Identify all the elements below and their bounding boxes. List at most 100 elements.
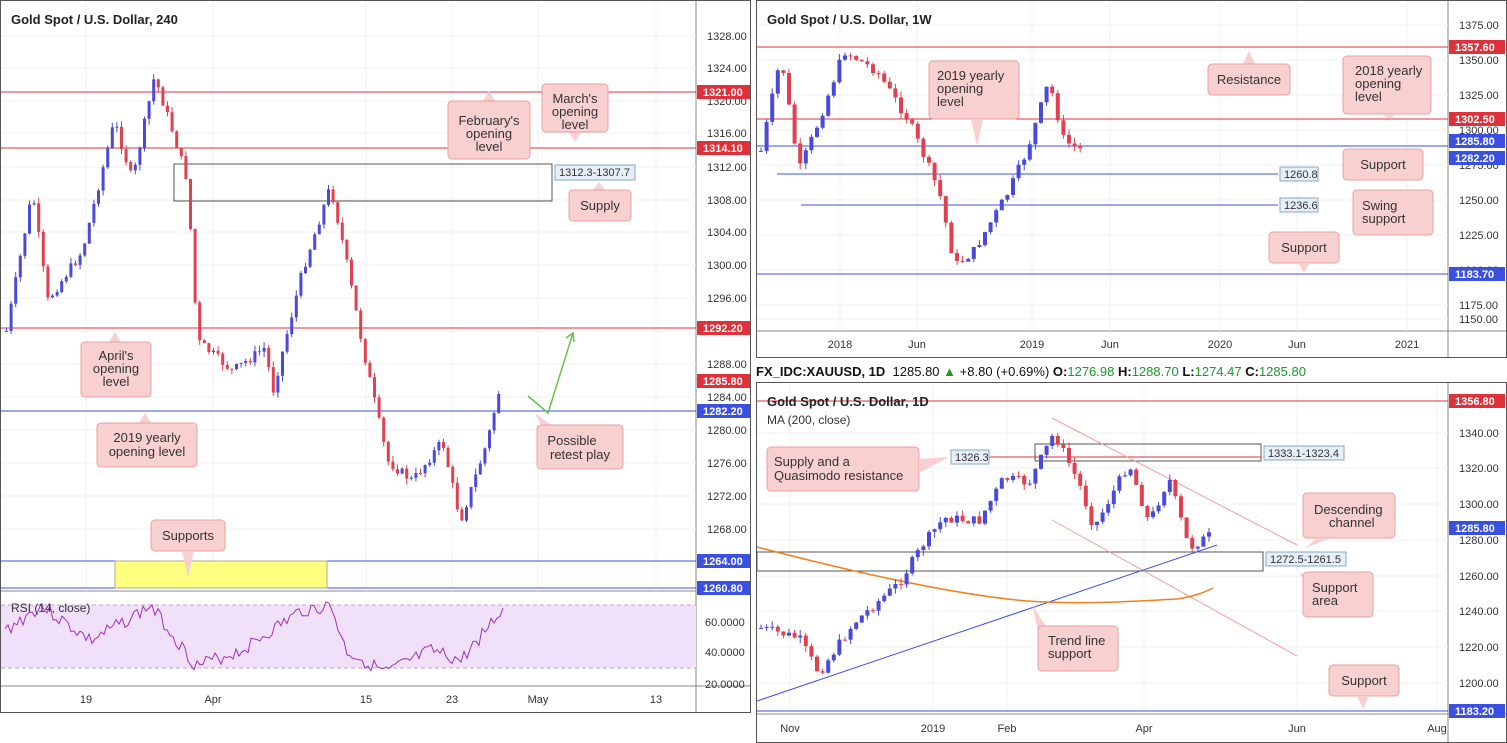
h4-date-tick: 23 xyxy=(446,694,458,706)
candle-body xyxy=(317,224,321,235)
candle-body xyxy=(932,529,937,532)
w1-price-tick: 1325.00 xyxy=(1459,90,1499,102)
candle-body xyxy=(1005,194,1010,200)
candle-body xyxy=(225,364,229,369)
candle-body xyxy=(244,360,248,363)
candle-body xyxy=(124,149,128,163)
d1-date-tick: Feb xyxy=(998,723,1017,735)
d1-label-1326: 1326.3 xyxy=(955,452,989,464)
candle-body xyxy=(74,263,77,265)
h4-date-tick: 13 xyxy=(650,694,662,706)
w1-chart-panel[interactable]: 1260.8 1236.6 2019 yearly opening level … xyxy=(756,0,1507,358)
candle-body xyxy=(1201,536,1206,547)
candle-body xyxy=(308,249,312,267)
svg-text:opening: opening xyxy=(552,104,598,119)
candle-body xyxy=(988,222,993,233)
candle-body xyxy=(983,510,987,524)
candle-body xyxy=(451,466,455,483)
w1-price-tag: 1357.60 xyxy=(1449,40,1505,54)
svg-text:support: support xyxy=(1048,646,1092,661)
candle-body xyxy=(478,463,482,475)
candle-body xyxy=(428,462,432,466)
d1-price-tick: 1240.00 xyxy=(1459,606,1499,618)
svg-text:Trend line: Trend line xyxy=(1048,633,1105,648)
candle-body xyxy=(198,302,202,341)
d1-callout-trend: Trend line support xyxy=(1033,606,1119,672)
candle-body xyxy=(1123,475,1127,477)
candle-body xyxy=(492,413,496,431)
candle-body xyxy=(781,631,786,636)
candle-body xyxy=(331,189,335,203)
candle-body xyxy=(955,253,959,261)
quote-o-label: O: xyxy=(1052,364,1068,379)
candle-body xyxy=(202,340,206,344)
candle-body xyxy=(943,196,948,223)
candle-body xyxy=(423,465,427,474)
candle-body xyxy=(1011,178,1015,195)
w1-date-tick: 2019 xyxy=(1020,339,1044,351)
svg-text:Swing: Swing xyxy=(1362,198,1397,213)
candle-body xyxy=(152,79,156,102)
h4-price-tag: 1285.80 xyxy=(697,374,750,388)
candle-body xyxy=(1044,86,1049,103)
candle-body xyxy=(1134,469,1139,485)
svg-text:opening: opening xyxy=(1355,76,1401,91)
candle-body xyxy=(837,59,842,83)
candle-body xyxy=(932,162,937,181)
svg-text:Support: Support xyxy=(1360,157,1406,172)
candle-body xyxy=(820,115,825,128)
svg-text:level: level xyxy=(562,117,589,132)
h4-price-tick: 1268.00 xyxy=(707,524,747,536)
svg-text:level: level xyxy=(937,94,964,109)
candle-body xyxy=(999,478,1004,489)
d1-ma-label: MA (200, close) xyxy=(767,413,850,427)
candle-body xyxy=(843,55,847,60)
candle-body xyxy=(764,626,769,628)
candle-body xyxy=(899,97,903,114)
h4-chart-panel[interactable]: 1312.3-1307.7 February's opening level M… xyxy=(0,0,751,713)
d1-chart[interactable]: 1326.3 1333.1-1323.4 1272.5-1261.5 Suppl… xyxy=(757,383,1507,743)
candle-body xyxy=(1072,462,1077,474)
svg-text:April's: April's xyxy=(99,348,134,363)
w1-price-tick: 1250.00 xyxy=(1459,195,1499,207)
d1-chart-panel[interactable]: 1326.3 1333.1-1323.4 1272.5-1261.5 Suppl… xyxy=(756,382,1507,743)
h4-callout-retest: Possible retest play xyxy=(535,413,624,470)
candle-body xyxy=(156,79,160,88)
candle-body xyxy=(377,397,381,418)
candle-body xyxy=(262,348,266,352)
d1-channel-lower xyxy=(1051,519,1298,657)
svg-text:Support: Support xyxy=(1312,580,1358,595)
candle-body xyxy=(368,362,372,378)
d1-date-tick: Apr xyxy=(1135,723,1152,735)
candle-body xyxy=(363,338,367,363)
candle-body xyxy=(910,119,915,124)
h4-callout-2019: 2019 yearly opening level xyxy=(96,413,198,468)
h4-price-tag: 1282.20 xyxy=(697,404,750,418)
h4-rsi-title: RSI (14, close) xyxy=(11,601,90,615)
candle-body xyxy=(815,656,819,672)
w1-price-tick: 1375.00 xyxy=(1459,20,1499,32)
candle-body xyxy=(1078,145,1083,149)
w1-chart[interactable]: 1260.8 1236.6 2019 yearly opening level … xyxy=(757,1,1507,358)
candle-body xyxy=(770,93,775,122)
svg-text:March's: March's xyxy=(552,91,598,106)
candle-body xyxy=(313,234,317,250)
candle-body xyxy=(837,639,842,655)
h4-chart[interactable]: 1312.3-1307.7 February's opening level M… xyxy=(1,1,751,713)
svg-text:Support: Support xyxy=(1341,673,1387,688)
d1-ma200 xyxy=(757,546,1214,604)
candle-body xyxy=(927,156,931,163)
candle-body xyxy=(497,394,501,414)
h4-zone-label-box xyxy=(554,164,636,181)
candle-body xyxy=(775,70,780,94)
svg-text:Descending: Descending xyxy=(1314,502,1383,517)
candle-body xyxy=(55,292,59,296)
w1-price-tag: 1282.20 xyxy=(1449,151,1505,165)
candle-body xyxy=(1179,496,1183,518)
h4-price-tick: 1328.00 xyxy=(707,31,747,43)
candle-body xyxy=(9,303,13,331)
candle-body xyxy=(798,143,803,164)
candle-body xyxy=(859,615,864,623)
candle-body xyxy=(1207,532,1211,537)
candle-body xyxy=(994,488,999,501)
